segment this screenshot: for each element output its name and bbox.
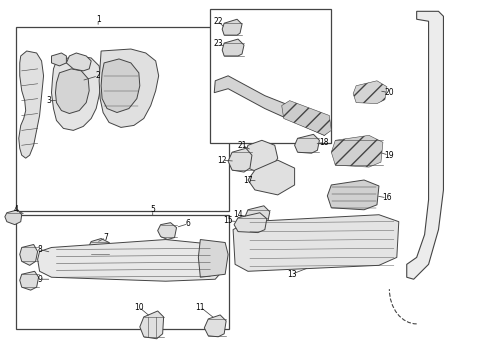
Text: 10: 10: [134, 302, 143, 311]
Circle shape: [269, 238, 279, 247]
Polygon shape: [247, 160, 294, 195]
Polygon shape: [331, 135, 382, 167]
Polygon shape: [352, 81, 386, 104]
Text: 23: 23: [213, 39, 223, 48]
Polygon shape: [51, 53, 66, 66]
Polygon shape: [233, 215, 398, 271]
Bar: [16, 215, 229, 329]
Circle shape: [110, 93, 116, 99]
Polygon shape: [38, 239, 224, 281]
Text: 13: 13: [286, 270, 296, 279]
Polygon shape: [204, 315, 225, 337]
Polygon shape: [406, 11, 443, 279]
Polygon shape: [99, 49, 158, 127]
Polygon shape: [228, 148, 251, 172]
Polygon shape: [234, 213, 266, 233]
Polygon shape: [5, 210, 21, 225]
Text: 15: 15: [223, 216, 232, 225]
Text: 7: 7: [103, 233, 108, 242]
Text: 22: 22: [213, 17, 223, 26]
Text: 6: 6: [185, 219, 190, 228]
Text: 2: 2: [96, 71, 101, 80]
Circle shape: [299, 238, 309, 247]
Polygon shape: [101, 59, 140, 113]
Circle shape: [165, 258, 175, 268]
Circle shape: [122, 76, 129, 82]
Text: 9: 9: [37, 275, 42, 284]
Text: 19: 19: [383, 151, 393, 160]
Text: 5: 5: [150, 205, 155, 214]
Polygon shape: [88, 239, 109, 257]
Text: 17: 17: [243, 176, 252, 185]
Text: 1: 1: [96, 15, 101, 24]
Text: 8: 8: [37, 245, 42, 254]
Circle shape: [106, 258, 116, 268]
Polygon shape: [20, 271, 39, 290]
Polygon shape: [140, 311, 163, 339]
Circle shape: [110, 76, 116, 82]
Text: 11: 11: [195, 302, 204, 311]
Circle shape: [67, 86, 77, 96]
Polygon shape: [157, 223, 176, 239]
Polygon shape: [19, 51, 43, 158]
Text: 3: 3: [46, 96, 51, 105]
Text: 4: 4: [13, 205, 18, 214]
Polygon shape: [222, 39, 244, 56]
Text: 18: 18: [319, 138, 328, 147]
Circle shape: [328, 238, 339, 247]
Text: 14: 14: [233, 210, 243, 219]
Circle shape: [122, 93, 129, 99]
Polygon shape: [214, 76, 328, 135]
Polygon shape: [51, 56, 101, 130]
Text: 20: 20: [383, 88, 393, 97]
Polygon shape: [20, 244, 38, 265]
Text: 21: 21: [237, 141, 246, 150]
Circle shape: [62, 81, 82, 100]
Polygon shape: [281, 100, 331, 135]
Text: 12: 12: [217, 156, 226, 165]
Circle shape: [136, 258, 145, 268]
Polygon shape: [294, 134, 319, 153]
Bar: [16, 27, 229, 211]
Circle shape: [76, 258, 86, 268]
Polygon shape: [244, 206, 269, 225]
Bar: [210, 9, 331, 143]
Polygon shape: [198, 239, 228, 277]
Polygon shape: [66, 53, 91, 71]
Polygon shape: [55, 69, 89, 113]
Polygon shape: [244, 140, 277, 172]
Polygon shape: [222, 19, 242, 35]
Text: 16: 16: [381, 193, 391, 202]
Polygon shape: [326, 180, 378, 210]
